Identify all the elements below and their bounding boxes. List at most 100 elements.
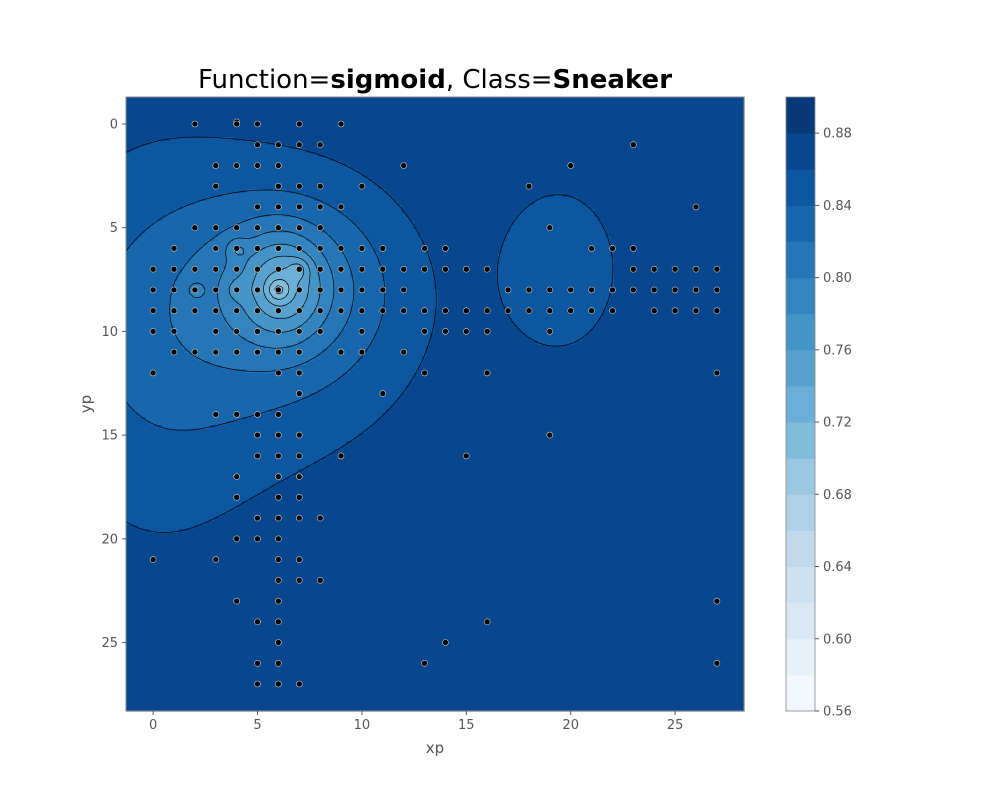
contour-cell: [342, 165, 347, 170]
contour-cell: [690, 169, 695, 174]
contour-cell: [294, 105, 299, 110]
contour-cell: [190, 165, 195, 170]
contour-cell: [306, 117, 311, 122]
contour-cell: [182, 213, 187, 218]
contour-cell: [650, 189, 655, 194]
contour-cell: [734, 197, 739, 202]
contour-cell: [442, 185, 447, 190]
contour-cell: [314, 149, 319, 154]
contour-cell: [406, 149, 411, 154]
contour-cell: [206, 141, 211, 146]
contour-cell: [566, 153, 571, 158]
contour-cell: [590, 197, 595, 202]
contour-cell: [358, 217, 363, 222]
contour-cell: [574, 217, 579, 222]
contour-cell: [174, 117, 179, 122]
contour-cell: [246, 209, 251, 214]
contour-cell: [706, 137, 711, 142]
contour-cell: [406, 141, 411, 146]
contour-cell: [570, 137, 575, 142]
contour-cell: [642, 205, 647, 210]
contour-cell: [702, 149, 707, 154]
contour-cell: [422, 121, 427, 126]
contour-cell: [442, 137, 447, 142]
contour-cell: [434, 141, 439, 146]
contour-cell: [650, 169, 655, 174]
contour-cell: [410, 193, 415, 198]
contour-cell: [138, 117, 143, 122]
contour-cell: [598, 161, 603, 166]
contour-cell: [270, 173, 275, 178]
contour-cell: [562, 149, 567, 154]
contour-cell: [650, 117, 655, 122]
contour-cell: [322, 189, 327, 194]
contour-cell: [210, 141, 215, 146]
contour-cell: [554, 181, 559, 186]
contour-cell: [186, 197, 191, 202]
contour-cell: [222, 193, 227, 198]
contour-cell: [510, 177, 515, 182]
contour-cell: [430, 125, 435, 130]
contour-cell: [622, 161, 627, 166]
contour-cell: [374, 141, 379, 146]
contour-cell: [598, 149, 603, 154]
contour-cell: [546, 125, 551, 130]
contour-cell: [454, 173, 459, 178]
contour-cell: [234, 177, 239, 182]
contour-cell: [714, 129, 719, 134]
contour-cell: [702, 101, 707, 106]
contour-cell: [574, 125, 579, 130]
contour-cell: [526, 165, 531, 170]
contour-cell: [514, 173, 519, 178]
contour-cell: [558, 161, 563, 166]
contour-cell: [362, 189, 367, 194]
contour-cell: [302, 201, 307, 206]
contour-cell: [646, 221, 651, 226]
contour-cell: [654, 217, 659, 222]
contour-cell: [570, 149, 575, 154]
contour-cell: [470, 149, 475, 154]
contour-cell: [622, 201, 627, 206]
contour-cell: [686, 181, 691, 186]
contour-cell: [538, 181, 543, 186]
contour-cell: [142, 221, 147, 226]
contour-cell: [582, 169, 587, 174]
contour-cell: [550, 217, 555, 222]
contour-cell: [142, 189, 147, 194]
contour-cell: [538, 125, 543, 130]
contour-cell: [238, 185, 243, 190]
contour-cell: [606, 217, 611, 222]
contour-cell: [258, 145, 263, 150]
contour-cell: [390, 197, 395, 202]
contour-cell: [354, 145, 359, 150]
contour-cell: [466, 205, 471, 210]
contour-cell: [274, 121, 279, 126]
contour-cell: [306, 157, 311, 162]
contour-cell: [626, 105, 631, 110]
contour-cell: [242, 177, 247, 182]
contour-cell: [358, 153, 363, 158]
contour-cell: [330, 133, 335, 138]
contour-cell: [694, 181, 699, 186]
contour-cell: [218, 117, 223, 122]
contour-cell: [554, 165, 559, 170]
contour-cell: [322, 133, 327, 138]
contour-cell: [454, 189, 459, 194]
contour-cell: [678, 101, 683, 106]
contour-cell: [610, 97, 615, 102]
contour-cell: [494, 105, 499, 110]
contour-cell: [538, 113, 543, 118]
contour-cell: [462, 197, 467, 202]
contour-cell: [502, 189, 507, 194]
contour-cell: [710, 165, 715, 170]
contour-cell: [462, 193, 467, 198]
contour-cell: [414, 177, 419, 182]
contour-cell: [578, 221, 583, 226]
contour-cell: [550, 181, 555, 186]
contour-cell: [262, 101, 267, 106]
contour-cell: [702, 141, 707, 146]
contour-cell: [502, 205, 507, 210]
contour-cell: [286, 221, 291, 226]
contour-cell: [514, 177, 519, 182]
contour-cell: [198, 217, 203, 222]
